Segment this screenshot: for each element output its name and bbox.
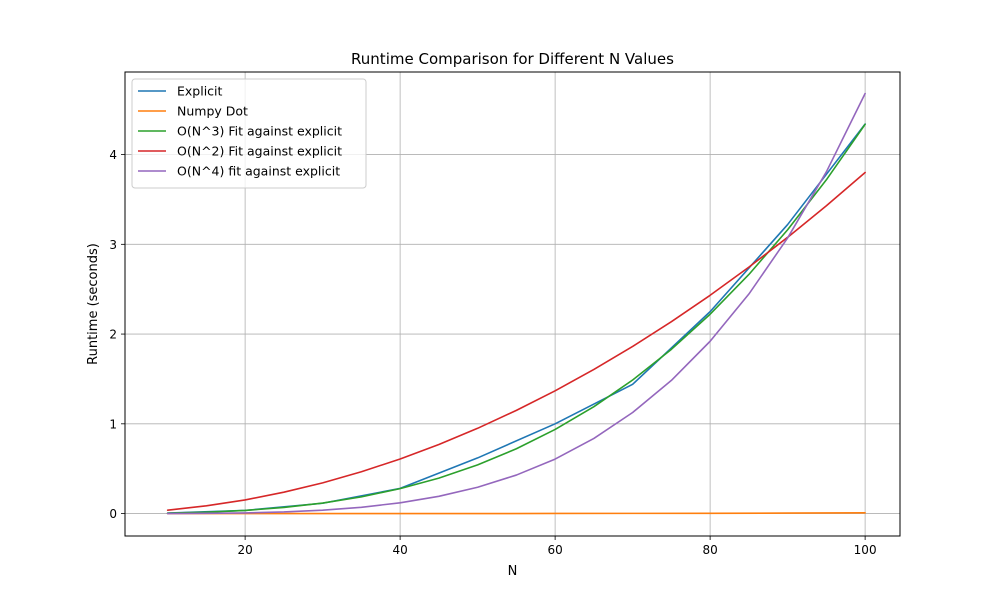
legend-label-3: O(N^3) Fit against explicit bbox=[177, 124, 342, 139]
legend-label-1: Explicit bbox=[177, 84, 223, 99]
plot-frame bbox=[124, 71, 901, 537]
legend-label-5: O(N^4) fit against explicit bbox=[177, 164, 340, 179]
chart-title: Runtime Comparison for Different N Value… bbox=[351, 50, 674, 68]
x-tick-label: 100 bbox=[854, 543, 877, 557]
series-lines bbox=[166, 92, 866, 515]
y-tick-label: 1 bbox=[109, 417, 117, 431]
y-tick-label: 3 bbox=[109, 238, 117, 252]
series-line-2 bbox=[166, 512, 866, 515]
y-tick-label: 2 bbox=[109, 328, 117, 342]
legend-label-2: Numpy Dot bbox=[177, 104, 248, 119]
axis-ticks: 20 40 60 80 100 0 1 2 3 4 bbox=[109, 148, 876, 557]
y-tick-label: 0 bbox=[109, 507, 117, 521]
x-tick-label: 20 bbox=[237, 543, 252, 557]
x-tick-label: 60 bbox=[547, 543, 562, 557]
y-axis-label: Runtime (seconds) bbox=[86, 243, 101, 365]
x-tick-label: 80 bbox=[702, 543, 717, 557]
legend: Explicit Numpy Dot O(N^3) Fit against expl… bbox=[131, 78, 367, 189]
x-axis-label: N bbox=[508, 564, 518, 579]
y-tick-label: 4 bbox=[109, 148, 117, 162]
legend-box bbox=[131, 78, 367, 189]
legend-label-4: O(N^2) Fit against explicit bbox=[177, 144, 342, 159]
series-line-5 bbox=[166, 92, 866, 515]
legend-items: Explicit Numpy Dot O(N^3) Fit against expl… bbox=[138, 84, 342, 179]
series-line-3 bbox=[166, 123, 866, 515]
series-line-4 bbox=[166, 171, 866, 511]
x-tick-label: 40 bbox=[392, 543, 407, 557]
